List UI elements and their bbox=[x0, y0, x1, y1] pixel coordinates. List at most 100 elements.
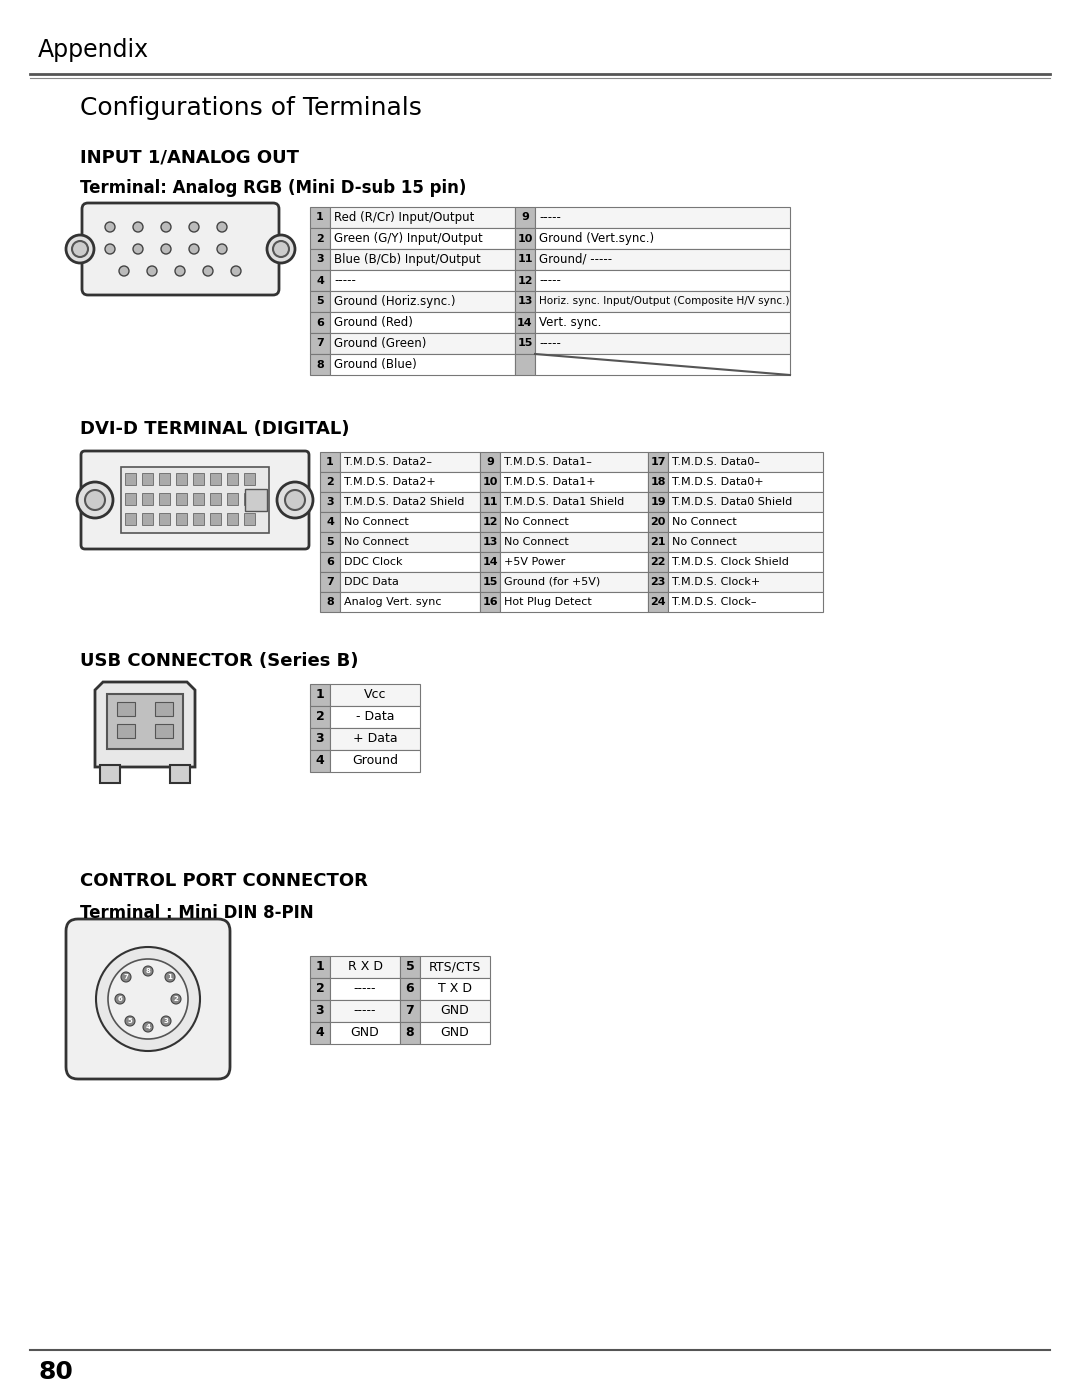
Circle shape bbox=[203, 265, 213, 277]
Text: 9: 9 bbox=[521, 212, 529, 222]
Bar bbox=[156, 724, 173, 738]
Circle shape bbox=[108, 958, 188, 1039]
Bar bbox=[480, 492, 500, 511]
Text: 5: 5 bbox=[316, 296, 324, 306]
Circle shape bbox=[171, 995, 181, 1004]
Bar bbox=[330, 249, 515, 270]
Bar bbox=[310, 685, 330, 705]
Bar bbox=[125, 493, 136, 504]
Circle shape bbox=[217, 244, 227, 254]
Bar bbox=[500, 552, 648, 571]
Bar bbox=[535, 332, 789, 353]
Bar bbox=[310, 705, 330, 728]
Text: 18: 18 bbox=[650, 476, 665, 488]
Text: 4: 4 bbox=[146, 1024, 150, 1030]
Bar bbox=[320, 492, 340, 511]
Text: 6: 6 bbox=[118, 996, 122, 1002]
Circle shape bbox=[105, 222, 114, 232]
Circle shape bbox=[165, 972, 175, 982]
Bar bbox=[193, 474, 204, 485]
Bar bbox=[420, 1023, 490, 1044]
Bar bbox=[515, 353, 535, 374]
Bar bbox=[535, 270, 789, 291]
Text: 24: 24 bbox=[650, 597, 665, 608]
Bar bbox=[310, 207, 330, 228]
Text: -----: ----- bbox=[539, 211, 561, 224]
Text: - Data: - Data bbox=[355, 711, 394, 724]
Text: 7: 7 bbox=[326, 577, 334, 587]
Text: 7: 7 bbox=[123, 974, 129, 981]
Text: 10: 10 bbox=[483, 476, 498, 488]
Bar bbox=[535, 207, 789, 228]
Bar bbox=[648, 511, 669, 532]
Bar bbox=[515, 249, 535, 270]
Bar bbox=[669, 453, 823, 472]
Text: T.M.D.S. Data1–: T.M.D.S. Data1– bbox=[504, 457, 592, 467]
Circle shape bbox=[72, 242, 87, 257]
Bar bbox=[125, 513, 136, 525]
Circle shape bbox=[276, 482, 313, 518]
Circle shape bbox=[231, 265, 241, 277]
Bar bbox=[480, 472, 500, 492]
Bar bbox=[121, 467, 269, 534]
Text: Appendix: Appendix bbox=[38, 38, 149, 61]
Bar bbox=[310, 270, 330, 291]
Text: 1: 1 bbox=[315, 689, 324, 701]
Text: 9: 9 bbox=[486, 457, 494, 467]
Circle shape bbox=[267, 235, 295, 263]
Text: Ground (Green): Ground (Green) bbox=[334, 337, 427, 351]
Text: 1: 1 bbox=[326, 457, 334, 467]
Bar bbox=[535, 228, 789, 249]
Circle shape bbox=[189, 244, 199, 254]
Bar bbox=[480, 511, 500, 532]
Text: Ground (Blue): Ground (Blue) bbox=[334, 358, 417, 372]
Bar bbox=[193, 513, 204, 525]
Bar bbox=[227, 474, 238, 485]
Text: No Connect: No Connect bbox=[672, 517, 737, 527]
Bar bbox=[210, 474, 221, 485]
Bar bbox=[500, 492, 648, 511]
Bar bbox=[310, 728, 330, 750]
Polygon shape bbox=[95, 682, 195, 767]
Text: No Connect: No Connect bbox=[504, 536, 569, 548]
Bar bbox=[340, 552, 480, 571]
Text: 12: 12 bbox=[517, 275, 532, 285]
Bar bbox=[340, 592, 480, 612]
Circle shape bbox=[85, 490, 105, 510]
Bar bbox=[515, 228, 535, 249]
Text: +5V Power: +5V Power bbox=[504, 557, 565, 567]
Bar bbox=[244, 474, 255, 485]
Bar bbox=[340, 571, 480, 592]
Text: 3: 3 bbox=[163, 1018, 168, 1024]
Text: No Connect: No Connect bbox=[672, 536, 737, 548]
Text: 1: 1 bbox=[315, 961, 324, 974]
Text: Ground (Red): Ground (Red) bbox=[334, 316, 413, 330]
Text: 16: 16 bbox=[482, 597, 498, 608]
Bar bbox=[320, 592, 340, 612]
Text: GND: GND bbox=[441, 1004, 470, 1017]
Bar bbox=[669, 472, 823, 492]
Text: 4: 4 bbox=[315, 754, 324, 767]
Text: Green (G/Y) Input/Output: Green (G/Y) Input/Output bbox=[334, 232, 483, 244]
Text: Terminal : Mini DIN 8-PIN: Terminal : Mini DIN 8-PIN bbox=[80, 904, 313, 922]
Text: DDC Clock: DDC Clock bbox=[345, 557, 403, 567]
Text: Hot Plug Detect: Hot Plug Detect bbox=[504, 597, 592, 608]
Bar bbox=[320, 511, 340, 532]
Bar bbox=[515, 270, 535, 291]
Text: T X D: T X D bbox=[438, 982, 472, 996]
Bar bbox=[330, 1000, 400, 1023]
Bar bbox=[117, 724, 135, 738]
Circle shape bbox=[125, 1016, 135, 1025]
Text: 5: 5 bbox=[127, 1018, 133, 1024]
Text: 20: 20 bbox=[650, 517, 665, 527]
Bar bbox=[480, 592, 500, 612]
Text: T.M.D.S. Clock–: T.M.D.S. Clock– bbox=[672, 597, 756, 608]
Text: 23: 23 bbox=[650, 577, 665, 587]
Bar bbox=[320, 571, 340, 592]
Text: Red (R/Cr) Input/Output: Red (R/Cr) Input/Output bbox=[334, 211, 474, 224]
FancyBboxPatch shape bbox=[81, 451, 309, 549]
Circle shape bbox=[143, 965, 153, 977]
Text: -----: ----- bbox=[539, 274, 561, 286]
Bar bbox=[176, 493, 187, 504]
Bar bbox=[330, 332, 515, 353]
